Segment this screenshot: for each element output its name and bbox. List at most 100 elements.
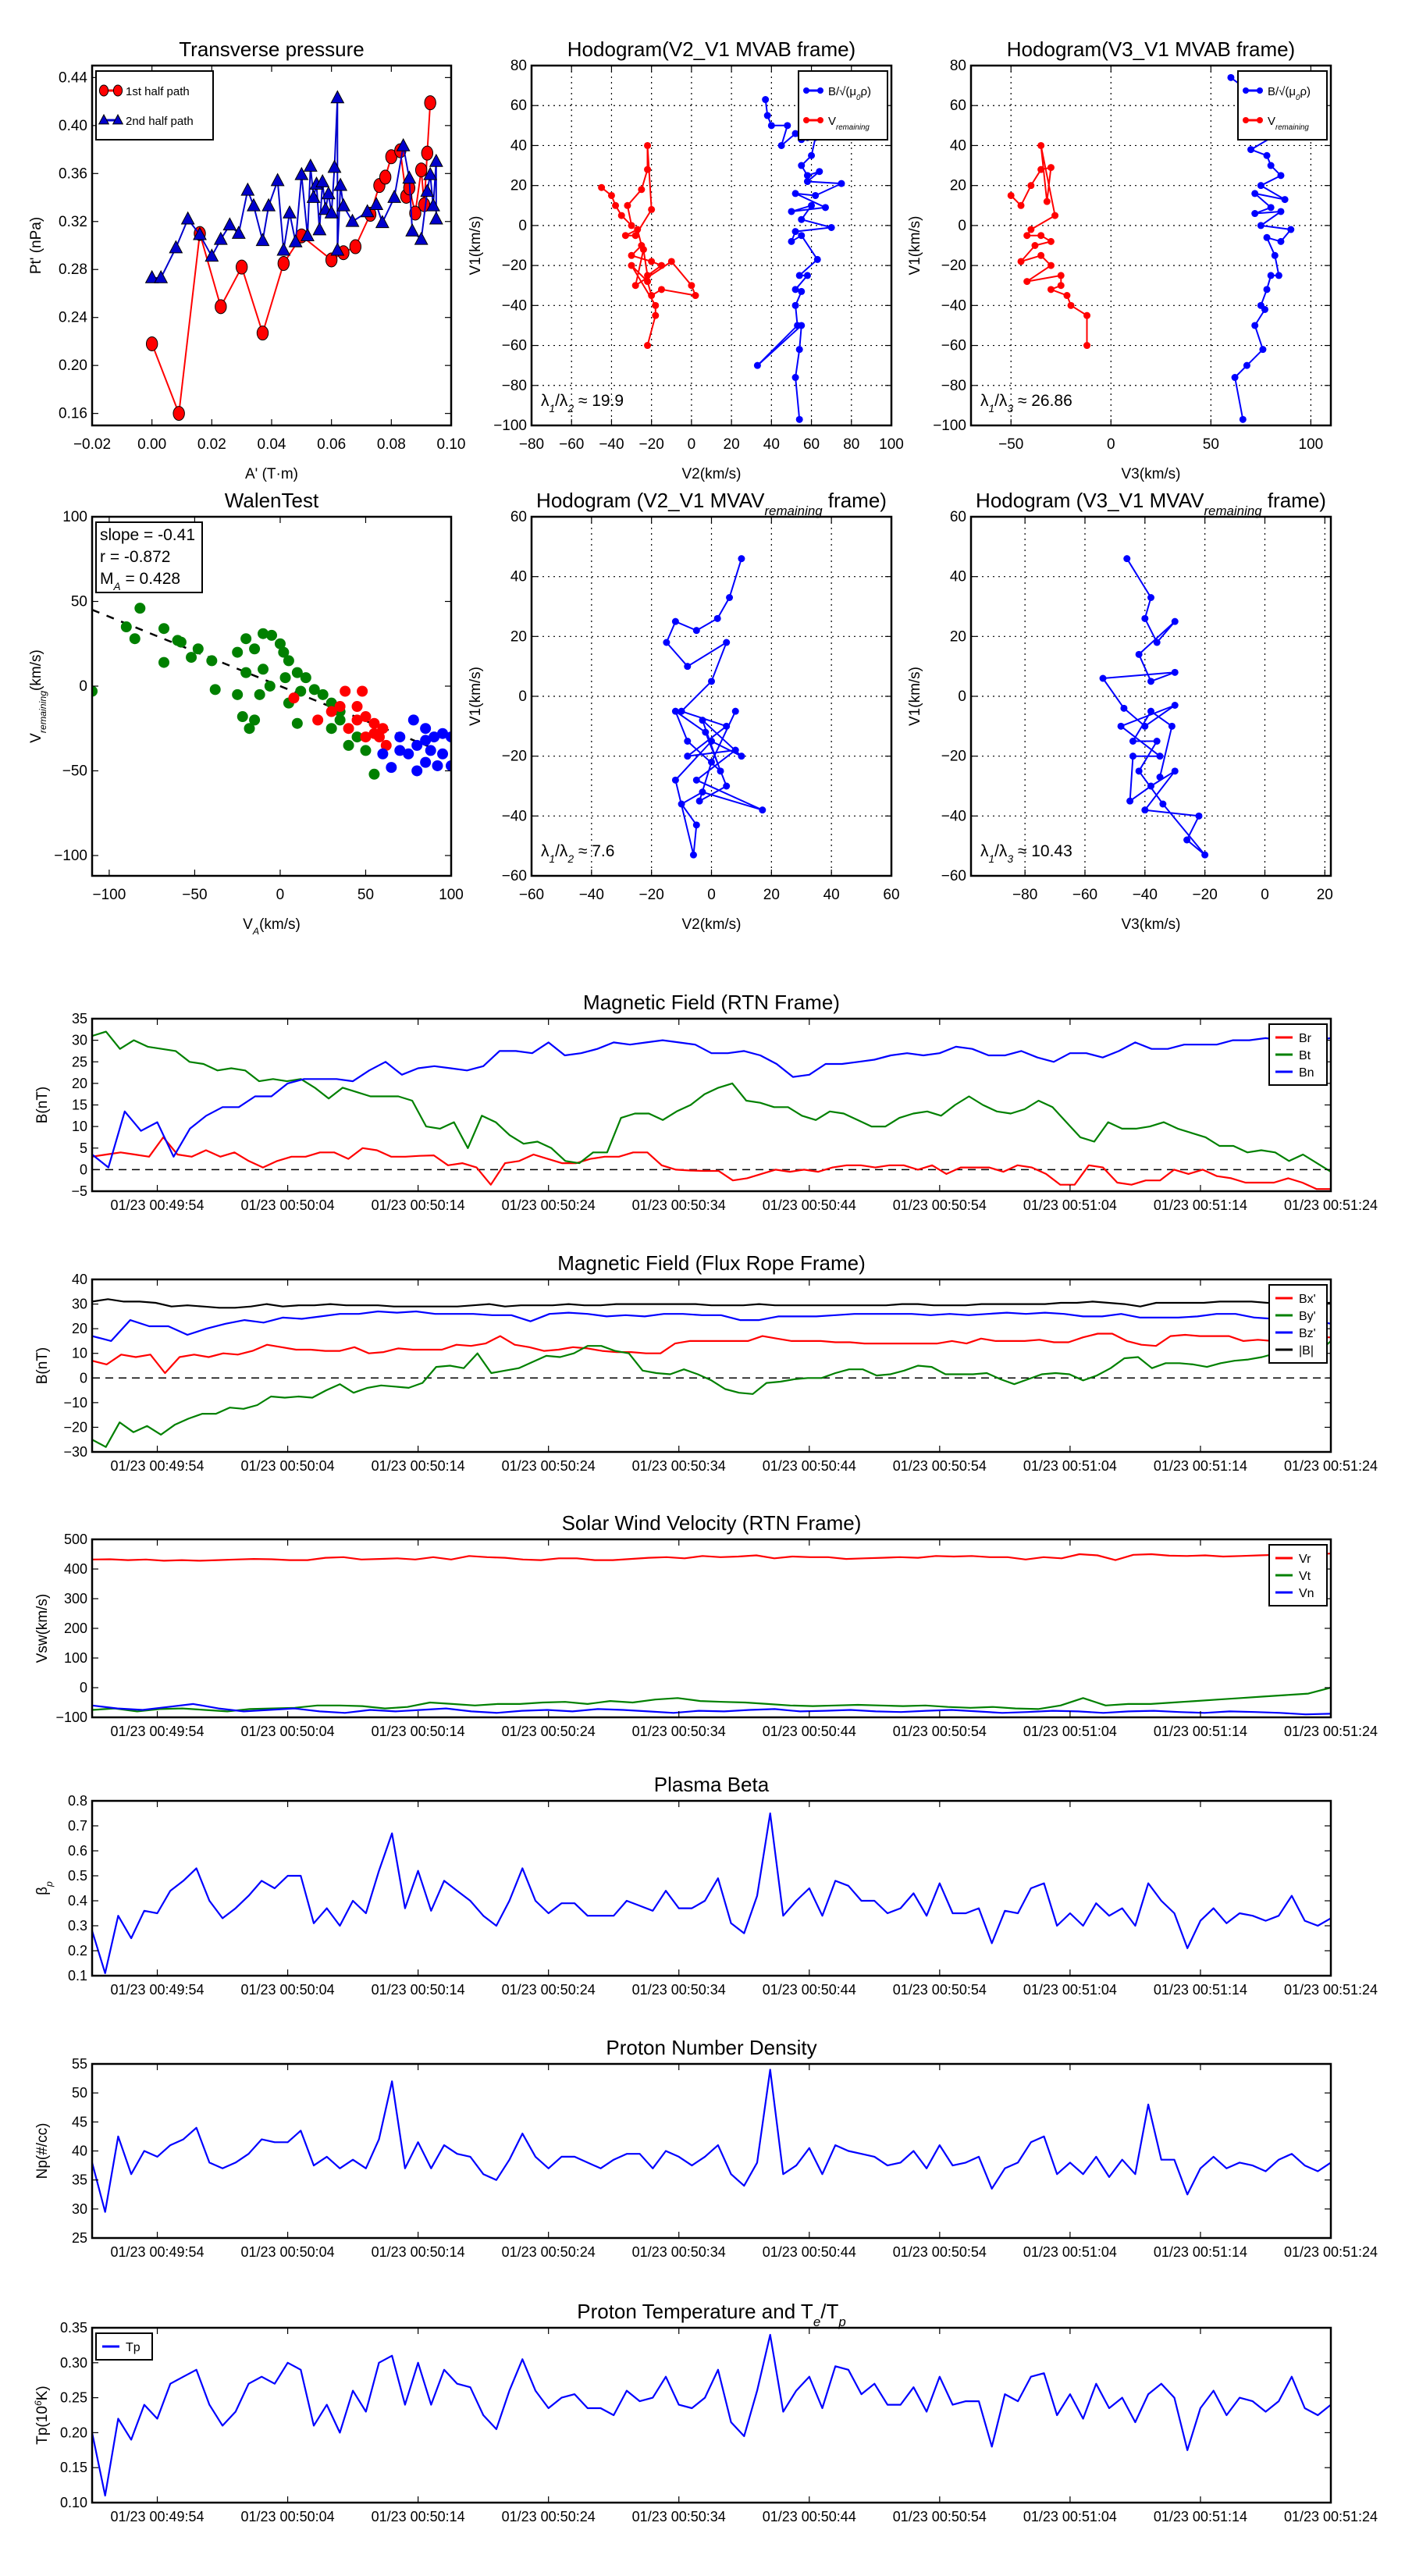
data-point <box>1135 650 1143 658</box>
plot-area <box>92 2333 1331 2497</box>
data-point <box>264 680 276 692</box>
x-tick-label: 01/23 00:51:04 <box>1023 2509 1117 2524</box>
y-tick-label: 5 <box>80 1140 87 1156</box>
data-point <box>249 643 261 655</box>
data-point <box>671 617 679 625</box>
data-point <box>235 259 248 275</box>
data-point <box>1007 191 1015 199</box>
x-tick-label: −100 <box>93 887 126 903</box>
data-point <box>708 678 715 685</box>
y-tick-label: −10 <box>63 1395 87 1411</box>
y-tick-label: 20 <box>950 178 966 194</box>
data-point <box>154 269 169 283</box>
data-point <box>206 655 218 667</box>
data-point <box>425 745 436 756</box>
plot-area <box>663 555 767 859</box>
y-tick-label: −40 <box>941 808 966 824</box>
x-tick-label: −40 <box>599 436 624 453</box>
series-line <box>92 2069 1331 2213</box>
data-point <box>414 162 428 178</box>
series-line <box>151 102 432 415</box>
data-point <box>628 262 635 269</box>
data-point <box>343 739 354 751</box>
chart-transverse-pressure: −0.02 0.00 0.02 0.04 0.06 0.08 0.10 0.16 0.20 0.2… <box>28 37 465 482</box>
data-point <box>652 311 660 319</box>
data-point <box>325 706 337 717</box>
series-line <box>1102 558 1206 856</box>
legend-marker <box>112 113 124 125</box>
data-point <box>1267 162 1275 169</box>
data-point <box>657 262 665 269</box>
y-tick-label: 0.20 <box>59 358 87 374</box>
data-point <box>699 788 706 796</box>
data-point <box>795 346 803 354</box>
data-point <box>240 182 255 196</box>
x-tick-label: 01/23 00:50:34 <box>632 2244 726 2260</box>
y-tick-label: 30 <box>72 1297 87 1312</box>
data-point <box>1027 226 1035 233</box>
x-tick-label: 01/23 00:50:24 <box>502 1982 596 1998</box>
data-point <box>360 204 375 218</box>
chart-proton-number-density: 01/23 00:49:54 01/23 00:50:04 01/23 00:50:… <box>34 2036 1378 2260</box>
data-point <box>598 183 606 191</box>
x-tick-label: 01/23 00:50:14 <box>372 2509 465 2524</box>
y-tick-label: 45 <box>72 2114 87 2129</box>
data-point <box>192 643 204 655</box>
data-point <box>1023 232 1031 240</box>
data-point <box>1057 282 1065 290</box>
x-tick-label: 01/23 00:49:54 <box>110 1458 204 1474</box>
plot-area <box>1099 555 1209 859</box>
data-point <box>420 183 435 197</box>
stats-line: MA​ = 0.428 <box>100 570 180 592</box>
data-point <box>1129 753 1136 760</box>
data-point <box>1153 639 1161 646</box>
x-tick-label: 01/23 00:51:14 <box>1154 2509 1247 2524</box>
y-tick-label: 0.15 <box>60 2460 87 2475</box>
data-point <box>380 739 392 751</box>
x-tick-label: 01/23 00:49:54 <box>110 2244 204 2260</box>
data-point <box>283 655 294 667</box>
data-point <box>726 594 734 601</box>
x-tick-label: 01/23 00:51:04 <box>1023 1458 1117 1474</box>
chart-title: Proton Temperature and Te​/Tp​ <box>577 2300 845 2329</box>
data-point <box>1168 722 1176 730</box>
data-point <box>255 233 270 247</box>
series-line <box>92 1703 1331 1716</box>
x-tick-label: 01/23 00:50:14 <box>372 1197 465 1213</box>
data-point <box>254 688 265 700</box>
legend-marker <box>803 117 809 123</box>
series-line <box>756 99 842 420</box>
data-point <box>429 211 443 225</box>
data-point <box>634 226 642 233</box>
x-tick-label: 80 <box>843 436 859 453</box>
y-tick-label: −50 <box>62 763 87 779</box>
y-tick-label: −60 <box>502 338 527 354</box>
data-point <box>394 731 406 743</box>
y-tick-label: −60 <box>941 338 966 354</box>
data-point <box>1259 346 1267 354</box>
x-tick-label: −40 <box>1133 887 1158 903</box>
y-tick-label: 0 <box>958 688 966 705</box>
plot-area <box>1007 73 1295 423</box>
x-tick-label: 0 <box>1261 887 1269 903</box>
y-tick-label: 0 <box>79 678 87 695</box>
x-tick-label: 01/23 00:50:04 <box>241 1982 335 1998</box>
x-tick-label: 01/23 00:51:24 <box>1284 2509 1378 2524</box>
y-tick-label: 0.24 <box>59 310 87 326</box>
y-tick-label: 60 <box>510 98 527 114</box>
legend-box <box>1237 70 1328 141</box>
chart-title: Magnetic Field (RTN Frame) <box>583 991 840 1014</box>
data-point <box>1067 301 1075 309</box>
data-point <box>209 684 221 696</box>
data-point <box>639 246 647 254</box>
x-tick-label: −0.02 <box>73 436 111 453</box>
data-point <box>1287 226 1295 233</box>
data-point <box>288 233 303 247</box>
data-point <box>1083 311 1091 319</box>
data-point <box>723 722 731 730</box>
x-tick-label: 01/23 00:50:44 <box>763 1197 856 1213</box>
data-point <box>277 256 290 272</box>
data-point <box>351 701 363 713</box>
legend-marker <box>112 84 123 97</box>
y-tick-label: −20 <box>941 258 966 274</box>
